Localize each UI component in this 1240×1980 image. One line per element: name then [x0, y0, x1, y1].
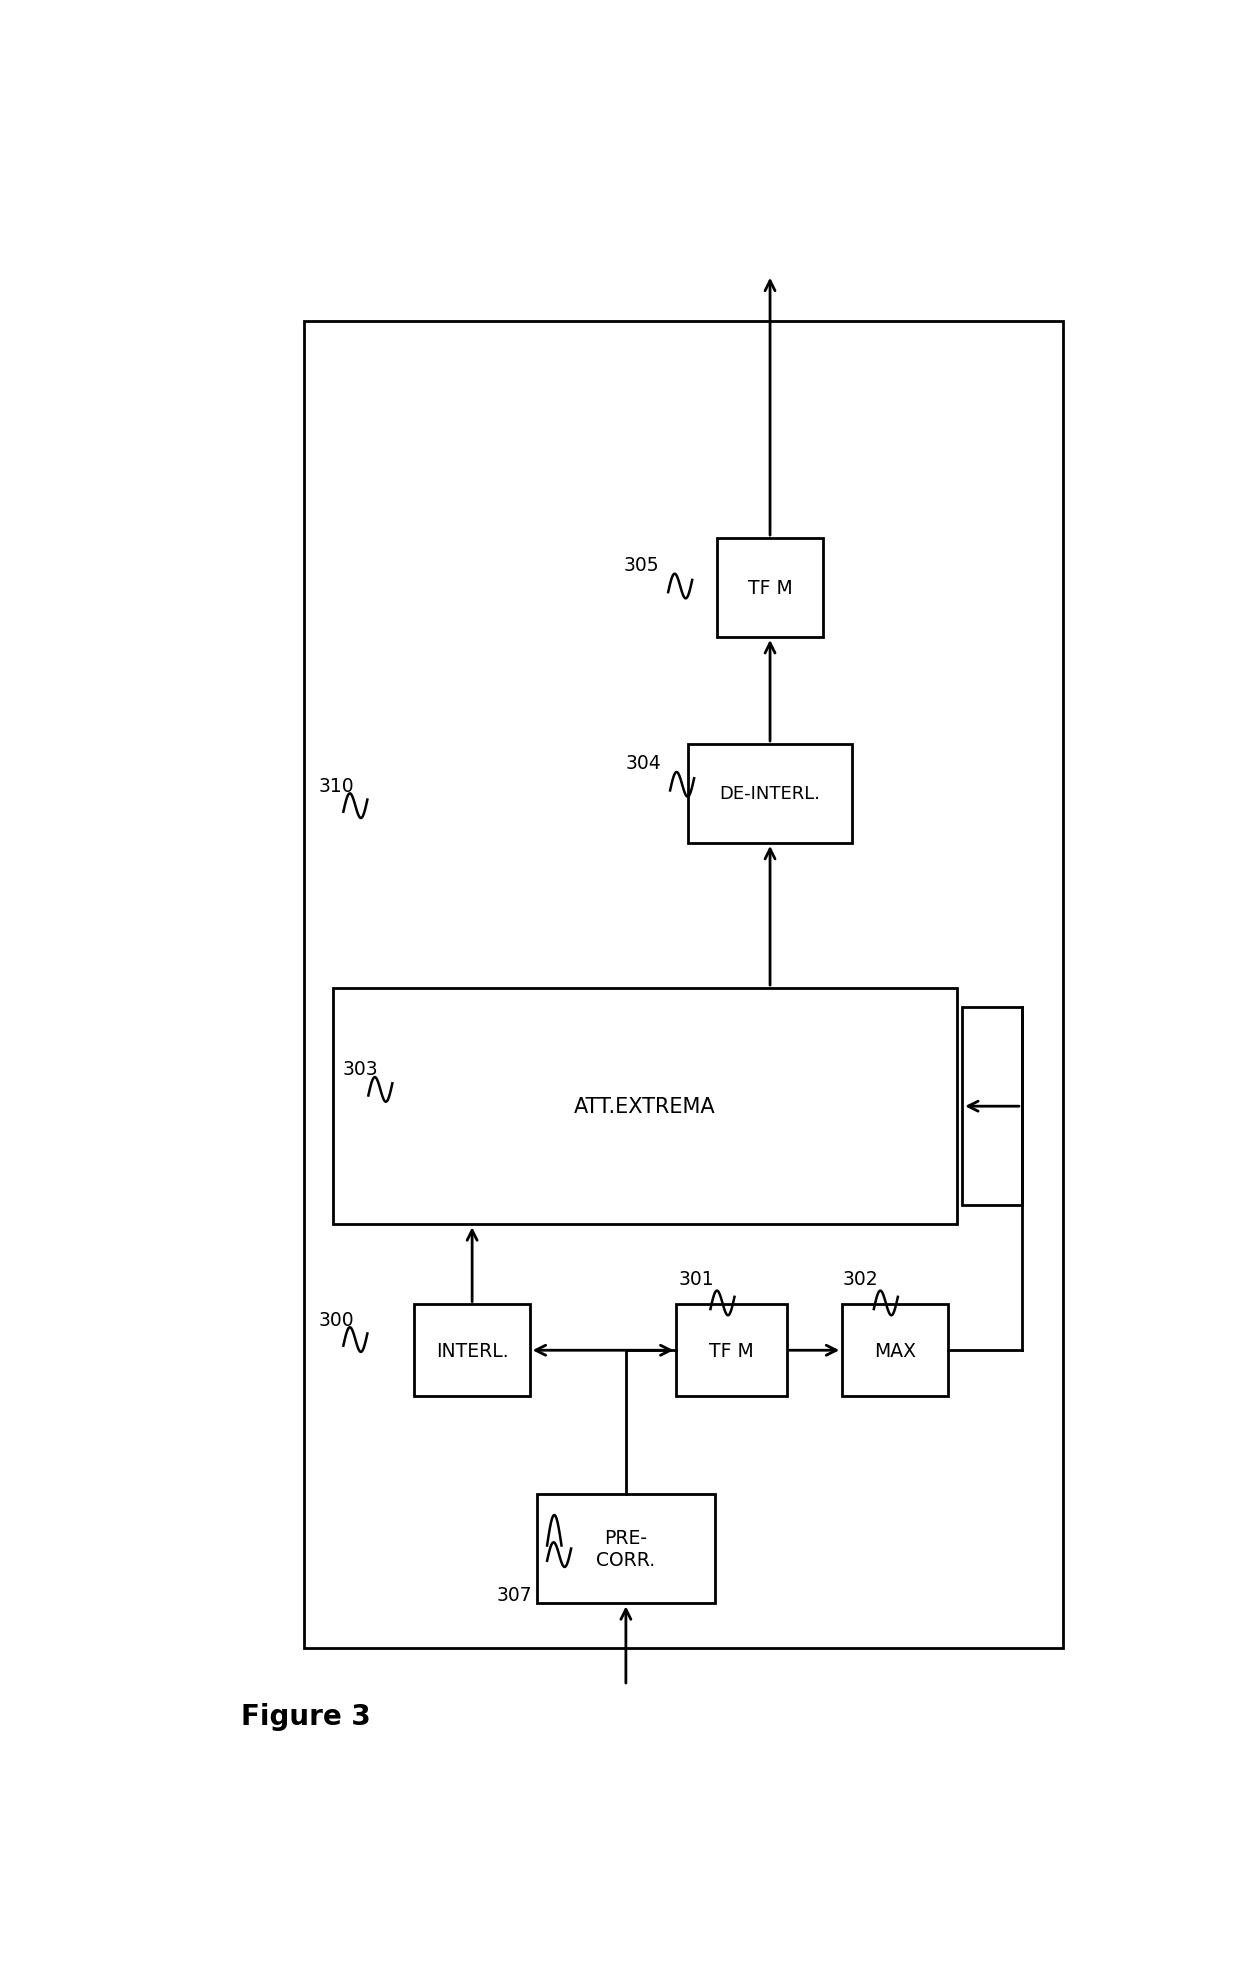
Bar: [676, 1305, 787, 1396]
Text: PRE-
CORR.: PRE- CORR.: [596, 1529, 656, 1570]
Text: ATT.EXTREMA: ATT.EXTREMA: [574, 1097, 715, 1117]
Text: Figure 3: Figure 3: [242, 1703, 371, 1731]
Text: 307: 307: [496, 1586, 532, 1604]
Bar: [414, 1305, 529, 1396]
Bar: [537, 1493, 714, 1604]
Text: 304: 304: [626, 754, 662, 772]
Text: 301: 301: [678, 1269, 714, 1289]
Bar: [717, 539, 823, 638]
Bar: [304, 321, 1063, 1647]
Bar: [688, 744, 852, 843]
Text: 305: 305: [624, 556, 660, 574]
Text: MAX: MAX: [874, 1340, 916, 1360]
Text: 302: 302: [842, 1269, 878, 1289]
Text: DE-INTERL.: DE-INTERL.: [719, 786, 821, 804]
Bar: [332, 988, 957, 1226]
Text: 310: 310: [319, 776, 353, 796]
Text: TF M: TF M: [748, 578, 792, 598]
Text: 300: 300: [319, 1311, 353, 1329]
Bar: [962, 1008, 1022, 1206]
Text: INTERL.: INTERL.: [435, 1340, 508, 1360]
Text: 303: 303: [342, 1059, 378, 1077]
Text: TF M: TF M: [709, 1340, 754, 1360]
Bar: [842, 1305, 947, 1396]
